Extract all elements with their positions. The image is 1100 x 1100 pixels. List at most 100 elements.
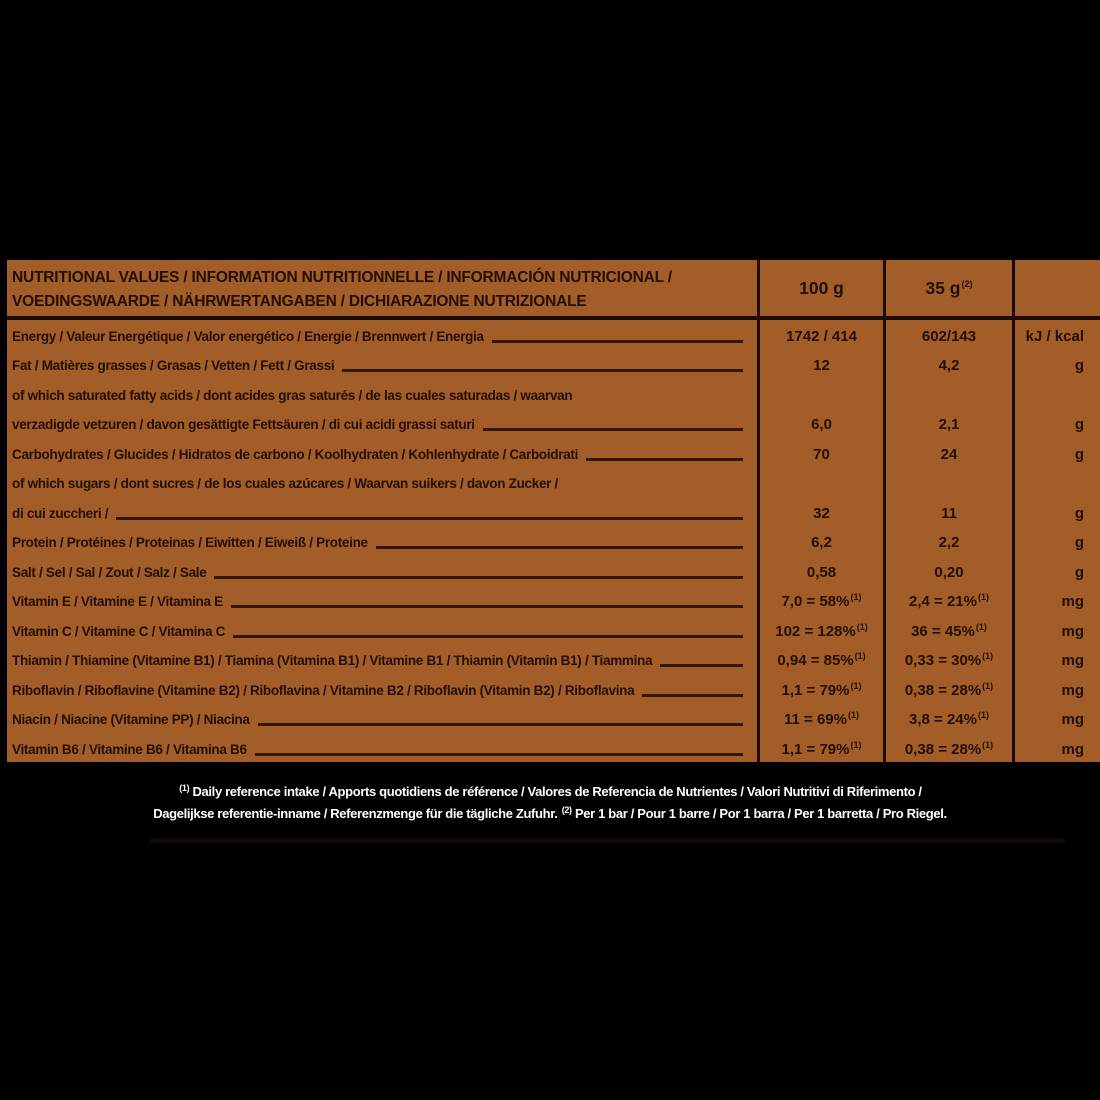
table-row-fat: Fat / Matières grasses / Grasas / Vetten… bbox=[7, 349, 1100, 380]
table-title-line2: VOEDINGSWAARDE / NÄHRWERTANGABEN / DICHI… bbox=[12, 293, 587, 310]
label-underline bbox=[586, 457, 743, 461]
unit-cell: g bbox=[1012, 467, 1100, 527]
unit-cell: mg bbox=[1012, 644, 1100, 674]
table-body: Energy / Valeur Energétique / Valor ener… bbox=[7, 320, 1100, 763]
row-label-text: Vitamin C / Vitamine C / Vitamina C bbox=[12, 623, 226, 639]
label-underline bbox=[660, 664, 743, 667]
ghost-text-smudge bbox=[150, 839, 1065, 842]
row-label-text: Vitamin E / Vitamine E / Vitamina E bbox=[12, 594, 223, 609]
value-text: mg bbox=[1061, 652, 1085, 669]
table-row-carbohydrates: Carbohydrates / Glucides / Hidratos de c… bbox=[7, 438, 1100, 468]
label-underline bbox=[214, 575, 743, 579]
label-line: Vitamin B6 / Vitamine B6 / Vitamina B6 bbox=[12, 733, 757, 763]
value-text: mg bbox=[1061, 681, 1085, 699]
value-text: 32 bbox=[813, 504, 830, 522]
table-row-vitamin-b6: Vitamin B6 / Vitamine B6 / Vitamina B6 1,… bbox=[7, 733, 1100, 763]
footnote-marker: (1) bbox=[854, 651, 866, 661]
unit-cell: mg bbox=[1012, 703, 1100, 733]
value-per-100g: 7,0 = 58%(1) bbox=[757, 585, 883, 615]
value-text: 0,20 bbox=[934, 563, 964, 581]
value-text: 70 bbox=[813, 445, 830, 463]
label-underline bbox=[642, 693, 743, 697]
row-label-text: Vitamin B6 / Vitamine B6 / Vitamina B6 bbox=[12, 741, 247, 757]
value-per-35g: 2,1 bbox=[883, 379, 1012, 438]
row-label-cell: Vitamin C / Vitamine C / Vitamina C bbox=[7, 615, 757, 645]
value-text: mg bbox=[1061, 740, 1085, 758]
label-line: Thiamin / Thiamine (Vitamine B1) / Tiami… bbox=[12, 645, 757, 675]
label-underline bbox=[254, 752, 743, 756]
footnote-marker: (1) bbox=[977, 592, 989, 602]
footnote-marker: (1) bbox=[982, 680, 994, 691]
value-per-100g: 6,2 bbox=[757, 526, 883, 556]
value-per-100g: 12 bbox=[757, 349, 883, 379]
footnote-marker-1: (1) bbox=[179, 782, 190, 793]
footnote-line1: (1) Daily reference intake / Apports quo… bbox=[179, 782, 922, 799]
label-underline bbox=[233, 634, 743, 638]
value-text: 11 bbox=[941, 504, 957, 522]
label-line: Salt / Sel / Sal / Zout / Salz / Sale bbox=[12, 556, 757, 586]
label-line: Riboflavin / Riboflavine (Vitamine B2) /… bbox=[12, 674, 757, 704]
value-text: 4,2 bbox=[938, 357, 960, 374]
value-per-35g: 24 bbox=[883, 438, 1012, 468]
nutrition-table: NUTRITIONAL VALUES / INFORMATION NUTRITI… bbox=[0, 256, 1100, 766]
value-text: 3,8 = 24%(1) bbox=[909, 710, 989, 729]
unit-cell: g bbox=[1012, 438, 1100, 468]
value-text: 6,2 bbox=[811, 534, 832, 551]
value-text: 7,0 = 58%(1) bbox=[781, 592, 862, 611]
row-label-cell: Carbohydrates / Glucides / Hidratos de c… bbox=[7, 438, 757, 468]
value-text: 0,38 = 28%(1) bbox=[904, 680, 994, 699]
footnote-marker: (1) bbox=[850, 592, 862, 602]
row-label-text: Thiamin / Thiamine (Vitamine B1) / Tiami… bbox=[12, 653, 653, 668]
footnote-marker: (1) bbox=[847, 710, 859, 720]
value-per-100g: 102 = 128%(1) bbox=[757, 615, 883, 645]
value-text: g bbox=[1074, 416, 1084, 433]
value-text: 102 = 128%(1) bbox=[775, 621, 868, 640]
unit-cell: g bbox=[1012, 526, 1100, 556]
label-underline bbox=[342, 369, 743, 372]
row-label-text: Carbohydrates / Glucides / Hidratos de c… bbox=[12, 446, 579, 462]
label-line: Fat / Matières grasses / Grasas / Vetten… bbox=[12, 350, 757, 380]
value-text: 2,1 bbox=[938, 416, 960, 433]
value-per-100g: 1,1 = 79%(1) bbox=[757, 733, 883, 763]
row-label-text: Fat / Matières grasses / Grasas / Vetten… bbox=[12, 358, 335, 373]
footnote-line2: Dagelijkse referentie-inname / Referenzm… bbox=[153, 804, 947, 821]
label-line: Protein / Protéines / Proteinas / Eiwitt… bbox=[12, 527, 757, 557]
value-text: mg bbox=[1061, 593, 1085, 610]
label-underline bbox=[491, 339, 743, 343]
label-line: of which sugars / dont sucres / de los c… bbox=[12, 468, 757, 498]
value-per-35g: 0,38 = 28%(1) bbox=[883, 674, 1012, 704]
table-row-saturated-fat: of which saturated fatty acids / dont ac… bbox=[7, 379, 1100, 438]
table-row-vitamin-c: Vitamin C / Vitamine C / Vitamina C 102 =… bbox=[7, 615, 1100, 645]
row-label-text: di cui zuccheri / bbox=[12, 505, 109, 521]
value-per-100g: 11 = 69%(1) bbox=[757, 703, 883, 733]
value-text: 6,0 bbox=[811, 416, 832, 433]
value-text: 0,38 = 28%(1) bbox=[904, 739, 994, 758]
row-label-text: of which saturated fatty acids / dont ac… bbox=[12, 387, 573, 403]
value-text: 1,1 = 79%(1) bbox=[781, 680, 862, 699]
table-title-line1: NUTRITIONAL VALUES / INFORMATION NUTRITI… bbox=[12, 269, 672, 286]
value-per-100g: 70 bbox=[757, 438, 883, 468]
table-row-energy: Energy / Valeur Energétique / Valor ener… bbox=[7, 320, 1100, 350]
footnote: (1) Daily reference intake / Apports quo… bbox=[0, 781, 1100, 825]
label-underline bbox=[482, 428, 743, 431]
value-text: g bbox=[1074, 504, 1084, 522]
label-underline bbox=[257, 723, 743, 726]
footnote-marker: (1) bbox=[856, 621, 868, 632]
value-text: 24 bbox=[940, 445, 958, 463]
table-row-riboflavin: Riboflavin / Riboflavine (Vitamine B2) /… bbox=[7, 674, 1100, 704]
value-text: g bbox=[1074, 563, 1084, 581]
value-per-35g: 602/143 bbox=[883, 320, 1012, 350]
value-text: 12 bbox=[813, 357, 830, 374]
value-per-100g: 32 bbox=[757, 467, 883, 527]
row-label-cell: Fat / Matières grasses / Grasas / Vetten… bbox=[7, 350, 757, 380]
value-text: g bbox=[1074, 357, 1084, 374]
row-label-cell: Riboflavin / Riboflavine (Vitamine B2) /… bbox=[7, 674, 757, 704]
label-line: Vitamin E / Vitamine E / Vitamina E bbox=[12, 586, 757, 616]
row-label-text: verzadigde vetzuren / davon gesättigte F… bbox=[12, 417, 475, 432]
value-text: 2,2 bbox=[938, 534, 960, 551]
value-per-35g: 11 bbox=[883, 467, 1012, 527]
value-per-35g: 0,38 = 28%(1) bbox=[883, 733, 1012, 763]
value-text: 36 = 45%(1) bbox=[911, 621, 987, 640]
row-label-cell: Thiamin / Thiamine (Vitamine B1) / Tiami… bbox=[7, 645, 757, 675]
